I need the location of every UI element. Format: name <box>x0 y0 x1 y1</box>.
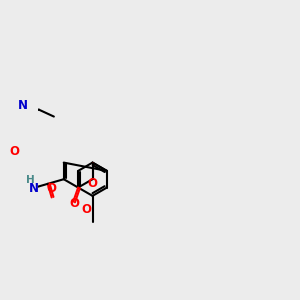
Text: O: O <box>88 177 98 190</box>
Text: O: O <box>47 182 57 195</box>
Text: N: N <box>18 99 28 112</box>
Text: H: H <box>26 176 34 185</box>
Text: O: O <box>69 197 80 210</box>
Text: N: N <box>28 182 39 195</box>
Text: O: O <box>9 145 19 158</box>
Text: O: O <box>81 203 92 217</box>
